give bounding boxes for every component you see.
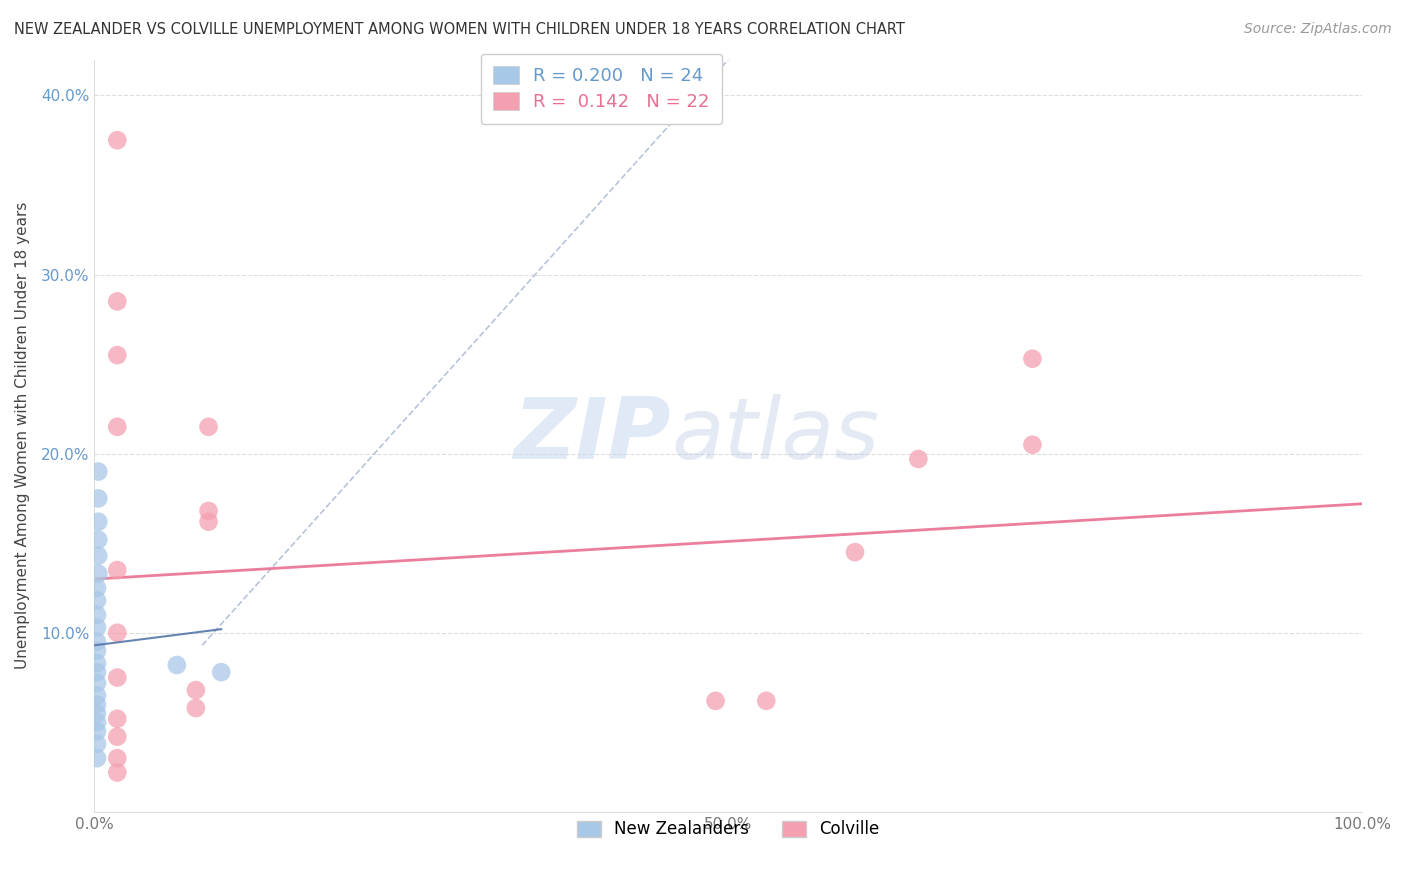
Y-axis label: Unemployment Among Women with Children Under 18 years: Unemployment Among Women with Children U… [15,202,30,669]
Point [105,563,128,577]
Text: NEW ZEALANDER VS COLVILLE UNEMPLOYMENT AMONG WOMEN WITH CHILDREN UNDER 18 YEARS : NEW ZEALANDER VS COLVILLE UNEMPLOYMENT A… [14,22,905,37]
Point [105,133,128,147]
Point [86,724,108,739]
Point [86,698,108,712]
Point [197,515,219,529]
Point [87,566,110,581]
Point [86,737,108,751]
Point [105,712,128,726]
Point [197,504,219,518]
Point [87,549,110,563]
Point [105,348,128,362]
Text: atlas: atlas [671,394,879,477]
Point [105,671,128,685]
Point [87,533,110,547]
Legend: New Zealanders, Colville: New Zealanders, Colville [571,814,886,845]
Text: ZIP: ZIP [513,394,671,477]
Point [184,683,207,698]
Point [86,634,108,648]
Point [86,643,108,657]
Point [87,491,110,506]
Point [86,689,108,703]
Point [704,694,727,708]
Point [105,294,128,309]
Point [105,765,128,780]
Text: Source: ZipAtlas.com: Source: ZipAtlas.com [1244,22,1392,37]
Point [86,593,108,607]
Point [86,715,108,730]
Point [197,419,219,434]
Point [87,515,110,529]
Point [86,706,108,721]
Point [1021,351,1043,366]
Point [86,665,108,680]
Point [844,545,866,559]
Point [105,730,128,744]
Point [105,419,128,434]
Point [86,657,108,671]
Point [86,620,108,634]
Point [105,751,128,765]
Point [755,694,778,708]
Point [86,581,108,595]
Point [209,665,232,680]
Point [105,625,128,640]
Point [907,452,929,467]
Point [86,751,108,765]
Point [166,658,188,673]
Point [184,701,207,715]
Point [86,676,108,690]
Point [87,465,110,479]
Point [1021,438,1043,452]
Point [86,607,108,622]
